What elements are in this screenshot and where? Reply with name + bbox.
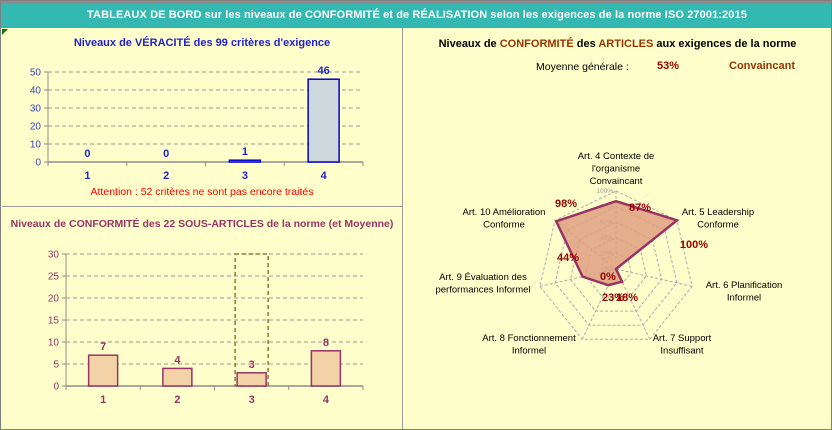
average-value: 53% [657, 60, 680, 72]
svg-text:Conforme: Conforme [697, 220, 739, 231]
svg-text:3: 3 [249, 394, 255, 406]
svg-text:Art. 6 Planification: Art. 6 Planification [706, 280, 783, 291]
svg-text:1: 1 [242, 146, 248, 158]
svg-text:10: 10 [48, 338, 60, 349]
svg-text:25: 25 [48, 272, 60, 283]
dashboard-title: TABLEAUX DE BORD sur les niveaux de CONF… [87, 9, 747, 21]
svg-text:l'organisme: l'organisme [592, 164, 640, 175]
svg-text:Convaincant: Convaincant [590, 176, 643, 187]
svg-text:Art. 7 Support: Art. 7 Support [653, 333, 712, 344]
panel-articles-radar: Niveaux de CONFORMITÉ des ARTICLES aux e… [403, 28, 831, 429]
sous-articles-chart-title: Niveaux de CONFORMITÉ des 22 SOUS-ARTICL… [10, 218, 394, 230]
panel-sous-articles-chart: Niveaux de CONFORMITÉ des 22 SOUS-ARTICL… [2, 207, 403, 429]
svg-text:44%: 44% [557, 252, 579, 264]
svg-text:98%: 98% [555, 198, 577, 210]
svg-text:5: 5 [53, 360, 59, 371]
svg-text:Art. 10 Amélioration: Art. 10 Amélioration [463, 207, 546, 218]
svg-text:1: 1 [84, 170, 90, 182]
panel-veracity-chart: Niveaux de VÉRACITÉ des 99 critères d'ex… [2, 28, 403, 207]
svg-text:Art. 9 Évaluation des: Art. 9 Évaluation des [439, 272, 527, 283]
articles-radar-title: Niveaux de CONFORMITÉ des ARTICLES aux e… [438, 38, 797, 50]
svg-text:46: 46 [318, 65, 330, 77]
svg-text:Art. 8 Fonctionnement: Art. 8 Fonctionnement [482, 333, 576, 344]
veracity-chart-title: Niveaux de VÉRACITÉ des 99 critères d'ex… [73, 37, 331, 49]
svg-text:Conforme: Conforme [483, 220, 525, 231]
svg-text:3: 3 [249, 359, 255, 371]
svg-text:0: 0 [163, 148, 169, 160]
svg-text:Informel: Informel [727, 293, 761, 304]
svg-text:87%: 87% [629, 202, 651, 214]
average-label: Moyenne générale : [536, 61, 629, 73]
svg-text:20: 20 [30, 122, 42, 133]
svg-text:7: 7 [100, 341, 106, 353]
svg-text:30: 30 [48, 250, 60, 261]
svg-text:Art. 4 Contexte de: Art. 4 Contexte de [578, 151, 655, 162]
svg-text:2: 2 [163, 170, 169, 182]
svg-text:100%: 100% [596, 188, 613, 195]
svg-text:4: 4 [323, 394, 330, 406]
green-corner-marker-icon [2, 29, 8, 35]
svg-text:0: 0 [84, 148, 90, 160]
svg-text:Insuffisant: Insuffisant [660, 346, 703, 357]
svg-text:10: 10 [30, 140, 42, 151]
svg-text:4: 4 [174, 354, 181, 366]
average-rating: Convaincant [729, 60, 796, 72]
svg-text:23%: 23% [602, 292, 624, 304]
svg-text:Art. 5 Leadership: Art. 5 Leadership [682, 207, 754, 218]
svg-text:40: 40 [30, 86, 42, 97]
veracity-warning-note: Attention : 52 critères ne sont pas enco… [90, 186, 314, 198]
svg-text:performances Informel: performances Informel [435, 285, 530, 296]
dashboard-title-bar: TABLEAUX DE BORD sur les niveaux de CONF… [1, 1, 831, 28]
svg-text:Informel: Informel [512, 346, 546, 357]
svg-text:18%: 18% [616, 292, 638, 304]
svg-text:20: 20 [48, 294, 60, 305]
svg-text:100%: 100% [680, 239, 708, 251]
svg-text:30: 30 [30, 104, 42, 115]
sous-articles-bar-chart: 0 5 10 15 20 25 30 1 7 2 4 3 3 4 8 [48, 250, 364, 406]
svg-text:3: 3 [242, 170, 248, 182]
svg-text:0: 0 [53, 382, 59, 393]
svg-text:15: 15 [48, 316, 60, 327]
svg-text:2: 2 [174, 394, 180, 406]
svg-text:0%: 0% [600, 271, 616, 283]
svg-text:8: 8 [323, 337, 329, 349]
svg-text:0: 0 [35, 158, 41, 169]
svg-text:50: 50 [30, 68, 42, 79]
svg-text:1: 1 [100, 394, 106, 406]
svg-text:4: 4 [321, 170, 328, 182]
articles-radar-chart: 0%20%40%60%80%100%87%100%0%18%23%44%98%A… [435, 151, 783, 357]
